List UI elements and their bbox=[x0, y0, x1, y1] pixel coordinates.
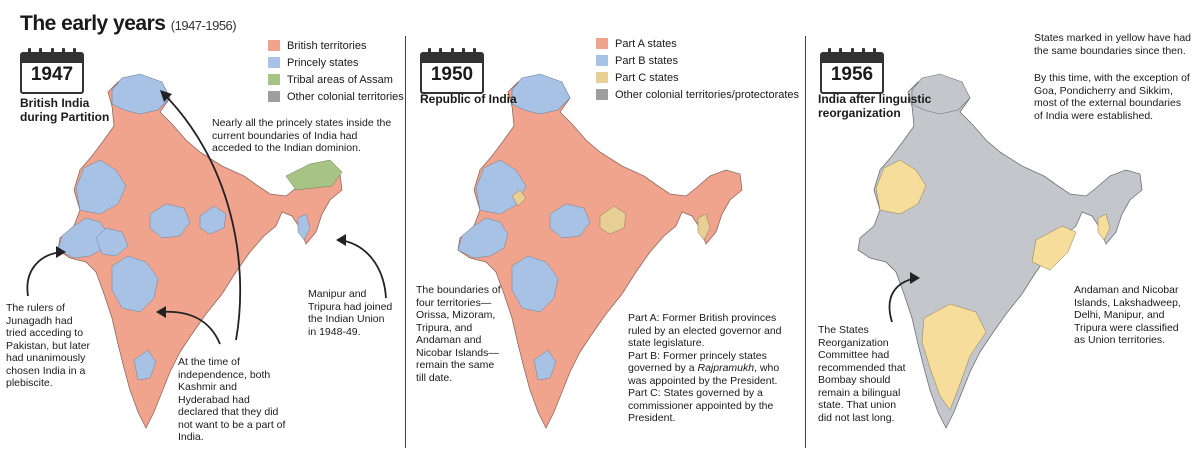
arrow-kashmir-head bbox=[160, 90, 172, 102]
arrow-manipur-head bbox=[336, 234, 346, 246]
note-union-territories: Andaman and Nicobar Islands, Lakshadweep… bbox=[1074, 284, 1181, 346]
year-1956: 1956 bbox=[830, 64, 874, 85]
arrow-hyderabad bbox=[159, 310, 221, 345]
arrow-junagadh-head bbox=[56, 246, 66, 258]
note-princely-acceded: Nearly all the princely states inside th… bbox=[212, 117, 392, 154]
part-c-ajmer-region bbox=[511, 189, 527, 207]
south-yellow-region bbox=[921, 303, 987, 411]
orissa-yellow-region bbox=[1031, 225, 1077, 271]
legend-item-part-c: Part C states bbox=[596, 69, 799, 86]
map-1950 bbox=[457, 73, 743, 429]
calendar-1956-icon: 1956 bbox=[820, 48, 884, 94]
map-1956 bbox=[857, 73, 1143, 429]
panel-divider-2 bbox=[805, 36, 806, 448]
arrow-bombay-head bbox=[910, 272, 920, 284]
legend-1950: Part A states Part B states Part C state… bbox=[596, 35, 799, 103]
arrow-junagadh bbox=[26, 251, 63, 297]
year-1947: 1947 bbox=[30, 64, 74, 85]
legend-item-tribal: Tribal areas of Assam bbox=[268, 71, 404, 88]
legend-item-part-b: Part B states bbox=[596, 52, 799, 69]
calendar-1947-icon: 1947 bbox=[20, 48, 84, 94]
legend-item-princely: Princely states bbox=[268, 54, 404, 71]
subtitle-1950: Republic of India bbox=[420, 92, 517, 106]
arrow-hyderabad-head bbox=[156, 306, 166, 318]
note-kashmir-hyderabad: At the time of independence, both Kashmi… bbox=[178, 356, 286, 443]
note-four-territories: The boundaries of four territories— Oris… bbox=[416, 284, 501, 384]
note-manipur-tripura: Manipur and Tripura had joined the India… bbox=[308, 288, 393, 338]
note-junagadh: The rulers of Junagadh had tried accedin… bbox=[6, 302, 91, 389]
page-title: The early years (1947-1956) bbox=[20, 12, 237, 36]
note-part-b: Part B: Former princely states governed … bbox=[628, 349, 780, 387]
arrow-kashmir bbox=[161, 91, 242, 341]
legend-item-part-a: Part A states bbox=[596, 35, 799, 52]
arrow-manipur bbox=[339, 239, 387, 299]
title-text: The early years bbox=[20, 12, 166, 35]
note-part-c: Part C: States governed by a commissione… bbox=[628, 387, 774, 424]
title-years: (1947-1956) bbox=[170, 18, 237, 33]
year-1950: 1950 bbox=[430, 64, 474, 85]
note-external-boundaries: By this time, with the exception of Goa,… bbox=[1034, 72, 1190, 122]
note-parts-definitions: Part A: Former British provinces ruled b… bbox=[628, 312, 788, 425]
legend-item-colonial-1950: Other colonial territories/protectorates bbox=[596, 86, 799, 103]
note-yellow-boundaries: States marked in yellow have had the sam… bbox=[1034, 32, 1192, 57]
note-bombay-bilingual: The States Reorganization Committee had … bbox=[818, 324, 906, 424]
legend-1947: British territories Princely states Trib… bbox=[268, 37, 404, 105]
panel-divider-1 bbox=[405, 36, 406, 448]
legend-item-colonial: Other colonial territories bbox=[268, 88, 404, 105]
subtitle-1947: British India during Partition bbox=[20, 96, 110, 124]
calendar-1950-icon: 1950 bbox=[420, 48, 484, 94]
legend-item-british: British territories bbox=[268, 37, 404, 54]
note-part-a: Part A: Former British provinces ruled b… bbox=[628, 312, 782, 349]
subtitle-1956: India after linguistic reorganization bbox=[818, 92, 932, 120]
map-1947 bbox=[26, 73, 387, 429]
